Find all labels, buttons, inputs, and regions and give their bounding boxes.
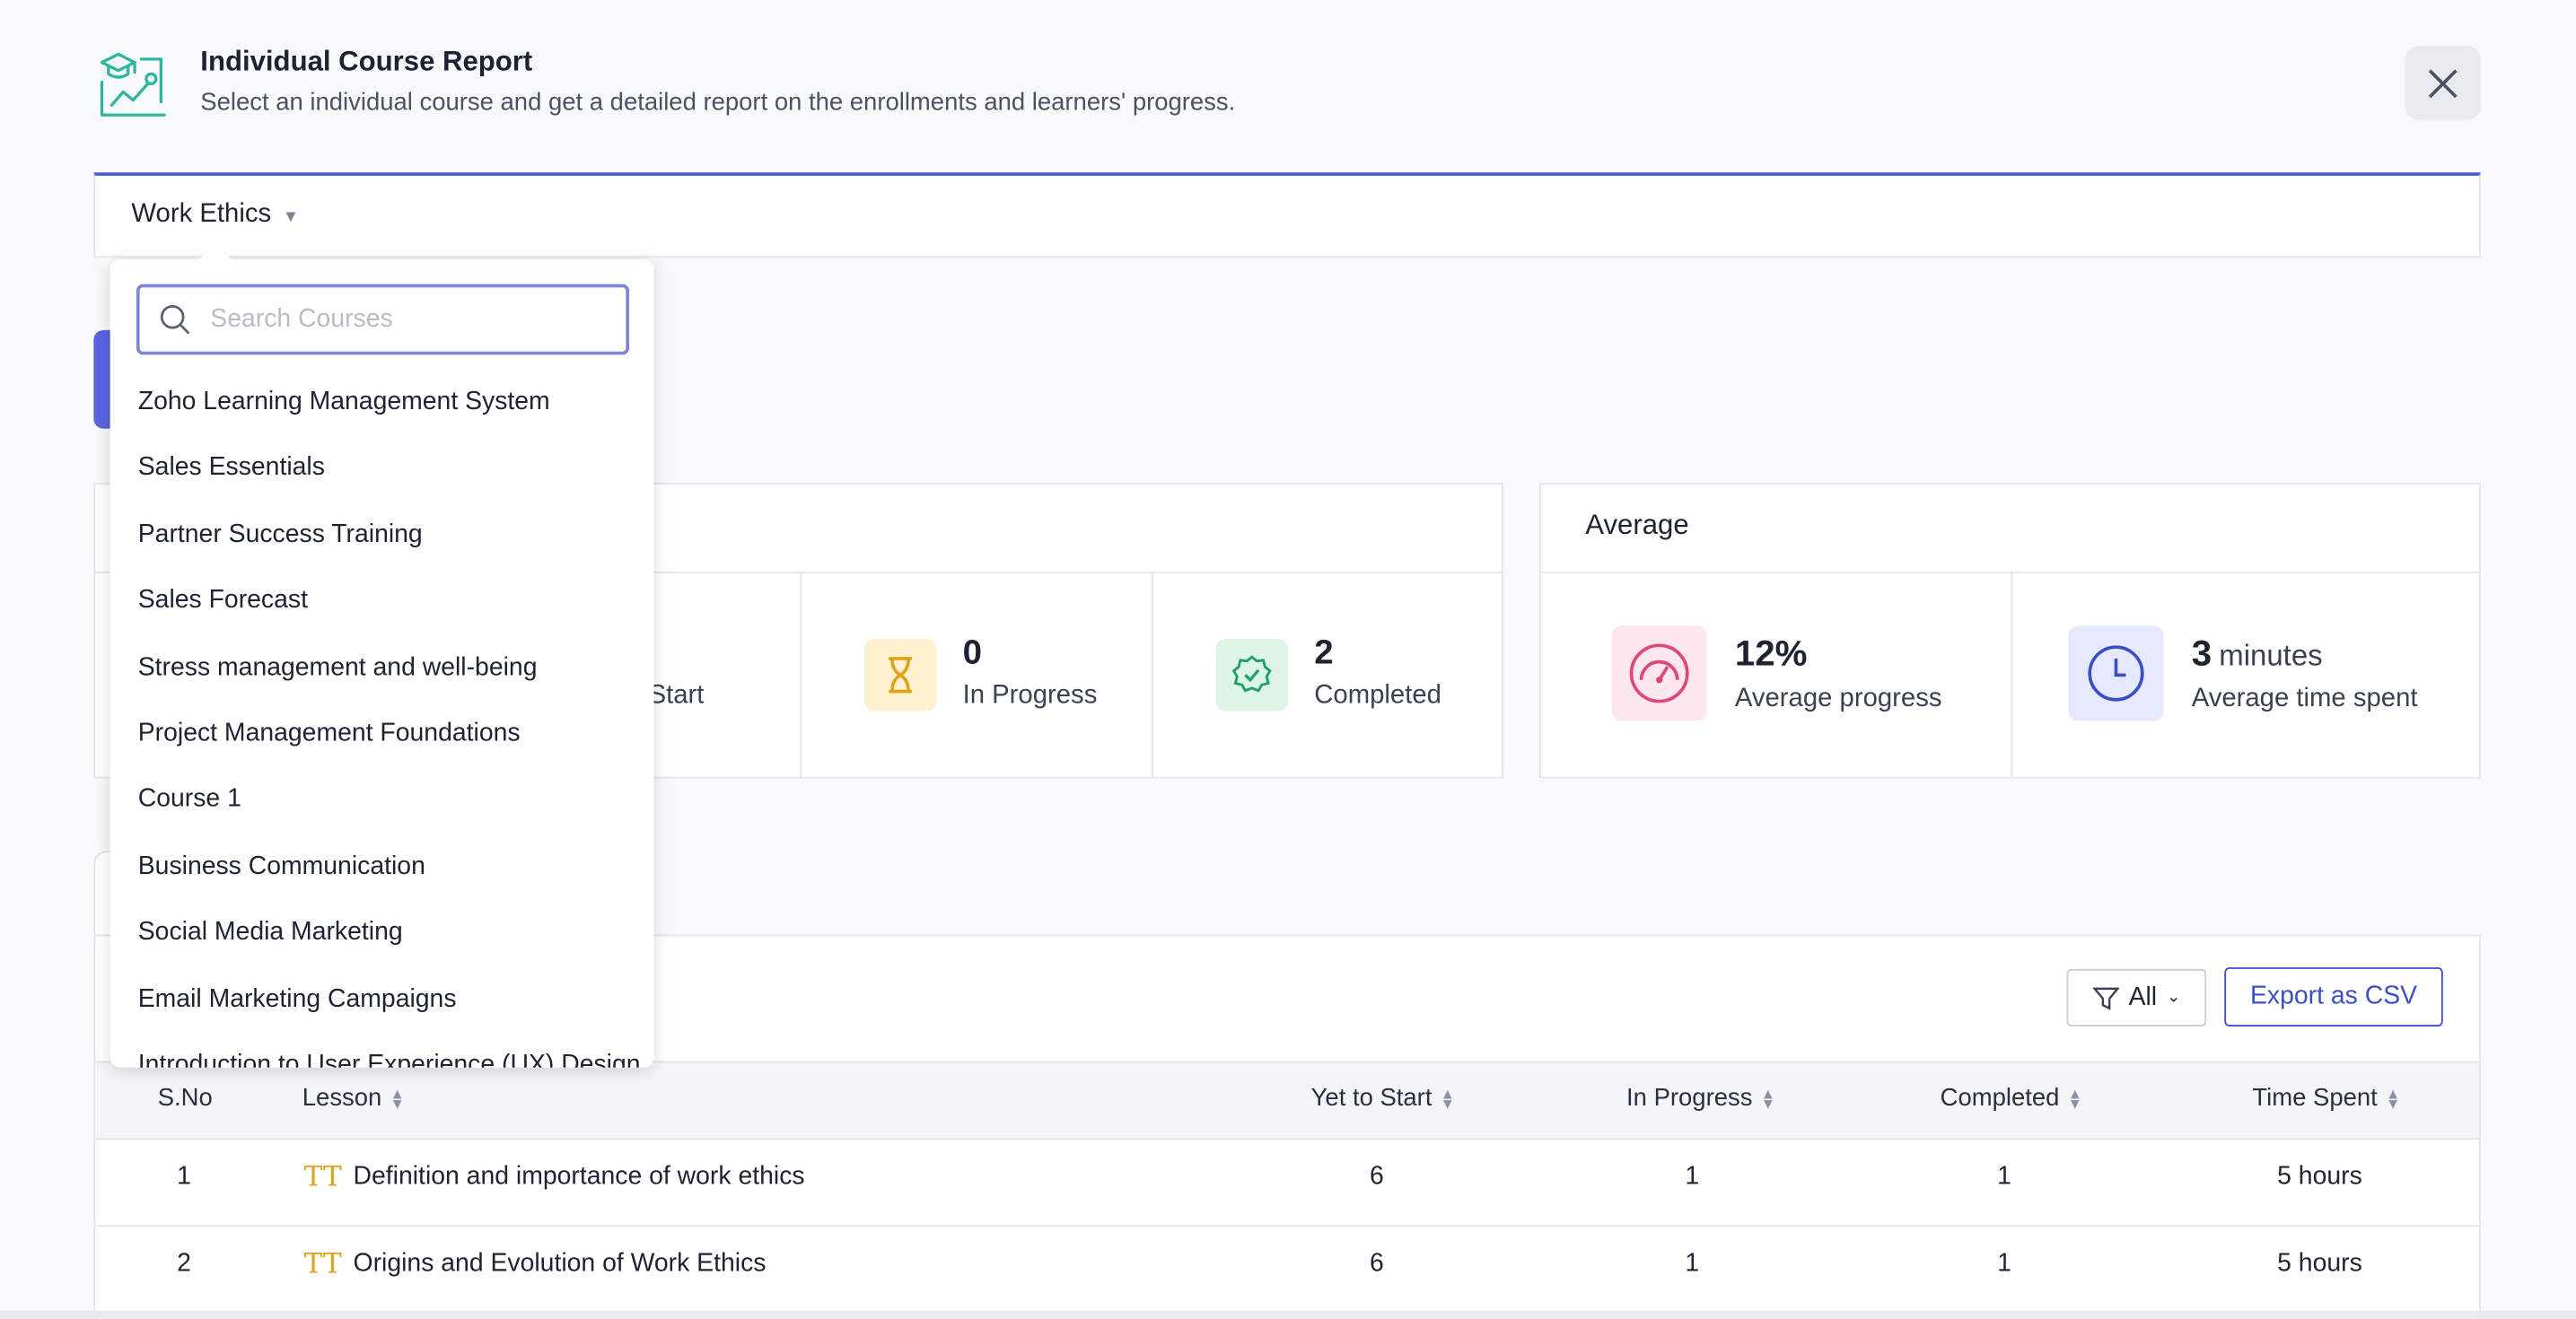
completed-label: Completed	[1314, 681, 1441, 710]
in-progress-label: In Progress	[962, 681, 1098, 710]
close-button[interactable]	[2405, 46, 2481, 120]
close-icon	[2428, 68, 2458, 98]
course-option[interactable]: Sales Essentials	[137, 453, 325, 483]
course-option[interactable]: Partner Success Training	[137, 520, 423, 548]
divider	[2011, 571, 2013, 779]
selected-course: Work Ethics	[131, 200, 272, 229]
lesson-name: Definition and importance of work ethics	[353, 1162, 805, 1192]
header-text: Yet to Start	[1310, 1084, 1433, 1113]
filter-label: All	[2128, 983, 2158, 1011]
course-dropdown: Search Courses Zoho Learning Management …	[110, 259, 654, 1068]
bottom-bar	[0, 1310, 2576, 1319]
average-time-unit: minutes	[2219, 639, 2323, 672]
subtitle: Select an individual course and get a de…	[200, 88, 1236, 117]
header-text: In Progress	[1626, 1084, 1753, 1113]
course-option[interactable]: Project Management Foundations	[137, 719, 521, 747]
column-header[interactable]: In Progress ▲ ▼	[1626, 1084, 1775, 1112]
caret: ▼	[282, 208, 300, 227]
lesson-type-icon: TT	[303, 1248, 342, 1281]
table-cell: 1	[1997, 1249, 2011, 1279]
hourglass-icon	[863, 639, 937, 712]
lesson-name: Origins and Evolution of Work Ethics	[353, 1249, 767, 1279]
search-box[interactable]: Search Courses	[136, 284, 630, 355]
course-option[interactable]: Email Marketing Campaigns	[137, 984, 457, 1013]
report-icon	[100, 52, 166, 117]
column-header[interactable]: Time Spent ▲ ▼	[2252, 1084, 2400, 1112]
header-text: Time Spent	[2252, 1084, 2378, 1113]
column-header[interactable]: Yet to Start ▲ ▼	[1311, 1084, 1455, 1112]
lesson-type-icon: TT	[303, 1161, 342, 1194]
course-option[interactable]: Stress management and well-being	[137, 652, 538, 681]
clock-icon	[2068, 625, 2164, 721]
course-option[interactable]: Sales Forecast	[137, 586, 308, 615]
sort-icon: ▲ ▼	[2385, 1085, 2401, 1113]
divider	[1540, 571, 2480, 573]
search-icon	[160, 304, 190, 335]
divider	[1152, 571, 1153, 779]
export-label: Export as CSV	[2249, 982, 2418, 1010]
average-time-label: Average time spent	[2191, 685, 2418, 713]
divider	[800, 571, 802, 779]
table-cell: 5 hours	[2277, 1249, 2362, 1279]
filter-button[interactable]: All ⌄	[2066, 968, 2207, 1026]
table-cell: 6	[1369, 1249, 1384, 1279]
table-cell: 1	[1685, 1162, 1700, 1192]
sort-icon: ▲ ▼	[1440, 1085, 1455, 1113]
header-text: S.No	[157, 1084, 213, 1113]
course-selector-bar	[93, 172, 2481, 258]
filter-icon	[2092, 986, 2119, 1009]
sort-icon: ▲ ▼	[390, 1085, 405, 1113]
in-progress-value: 0	[962, 633, 982, 672]
table-header-row	[95, 1061, 2480, 1140]
table-cell: 2	[177, 1249, 191, 1279]
average-progress-value: 12%	[1734, 632, 1808, 674]
course-option[interactable]: Introduction to User Experience (UX) Des…	[137, 1051, 641, 1068]
table-cell: 1	[1685, 1249, 1700, 1279]
gauge-icon	[1611, 625, 1707, 721]
table-cell: 1	[1997, 1162, 2011, 1192]
sort-icon: ▲ ▼	[2067, 1085, 2082, 1113]
course-list: Zoho Learning Management System Sales Ess…	[110, 259, 654, 1068]
completed-value: 2	[1314, 633, 1334, 672]
header-text: Lesson	[302, 1084, 382, 1113]
course-option[interactable]: Course 1	[137, 785, 241, 814]
average-title: Average	[1585, 509, 1689, 541]
header-text: Completed	[1940, 1084, 2060, 1113]
course-option[interactable]: Social Media Marketing	[137, 918, 403, 947]
row-divider	[95, 1225, 2480, 1227]
search-placeholder: Search Courses	[210, 305, 393, 334]
table-cell: 6	[1369, 1162, 1384, 1192]
course-option[interactable]: Business Communication	[137, 852, 425, 880]
export-button[interactable]: Export as CSV	[2224, 967, 2443, 1026]
chevron: ⌄	[2167, 988, 2181, 1008]
course-selector[interactable]: Work Ethics ▼	[131, 200, 299, 230]
column-header[interactable]: Lesson ▲ ▼	[302, 1084, 405, 1112]
column-header: S.No	[158, 1084, 213, 1112]
title: Individual Course Report	[200, 46, 533, 78]
average-progress-label: Average progress	[1734, 685, 1942, 713]
table-cell: 5 hours	[2277, 1162, 2362, 1192]
average-time: 3 minutes	[2192, 633, 2323, 676]
table-cell: 1	[177, 1162, 191, 1192]
completed-icon	[1215, 639, 1289, 712]
column-header[interactable]: Completed ▲ ▼	[1941, 1084, 2082, 1112]
divider	[95, 571, 1502, 573]
course-option[interactable]: Zoho Learning Management System	[137, 387, 550, 416]
average-time-value: 3	[2191, 632, 2212, 674]
sort-icon: ▲ ▼	[1760, 1085, 1775, 1113]
